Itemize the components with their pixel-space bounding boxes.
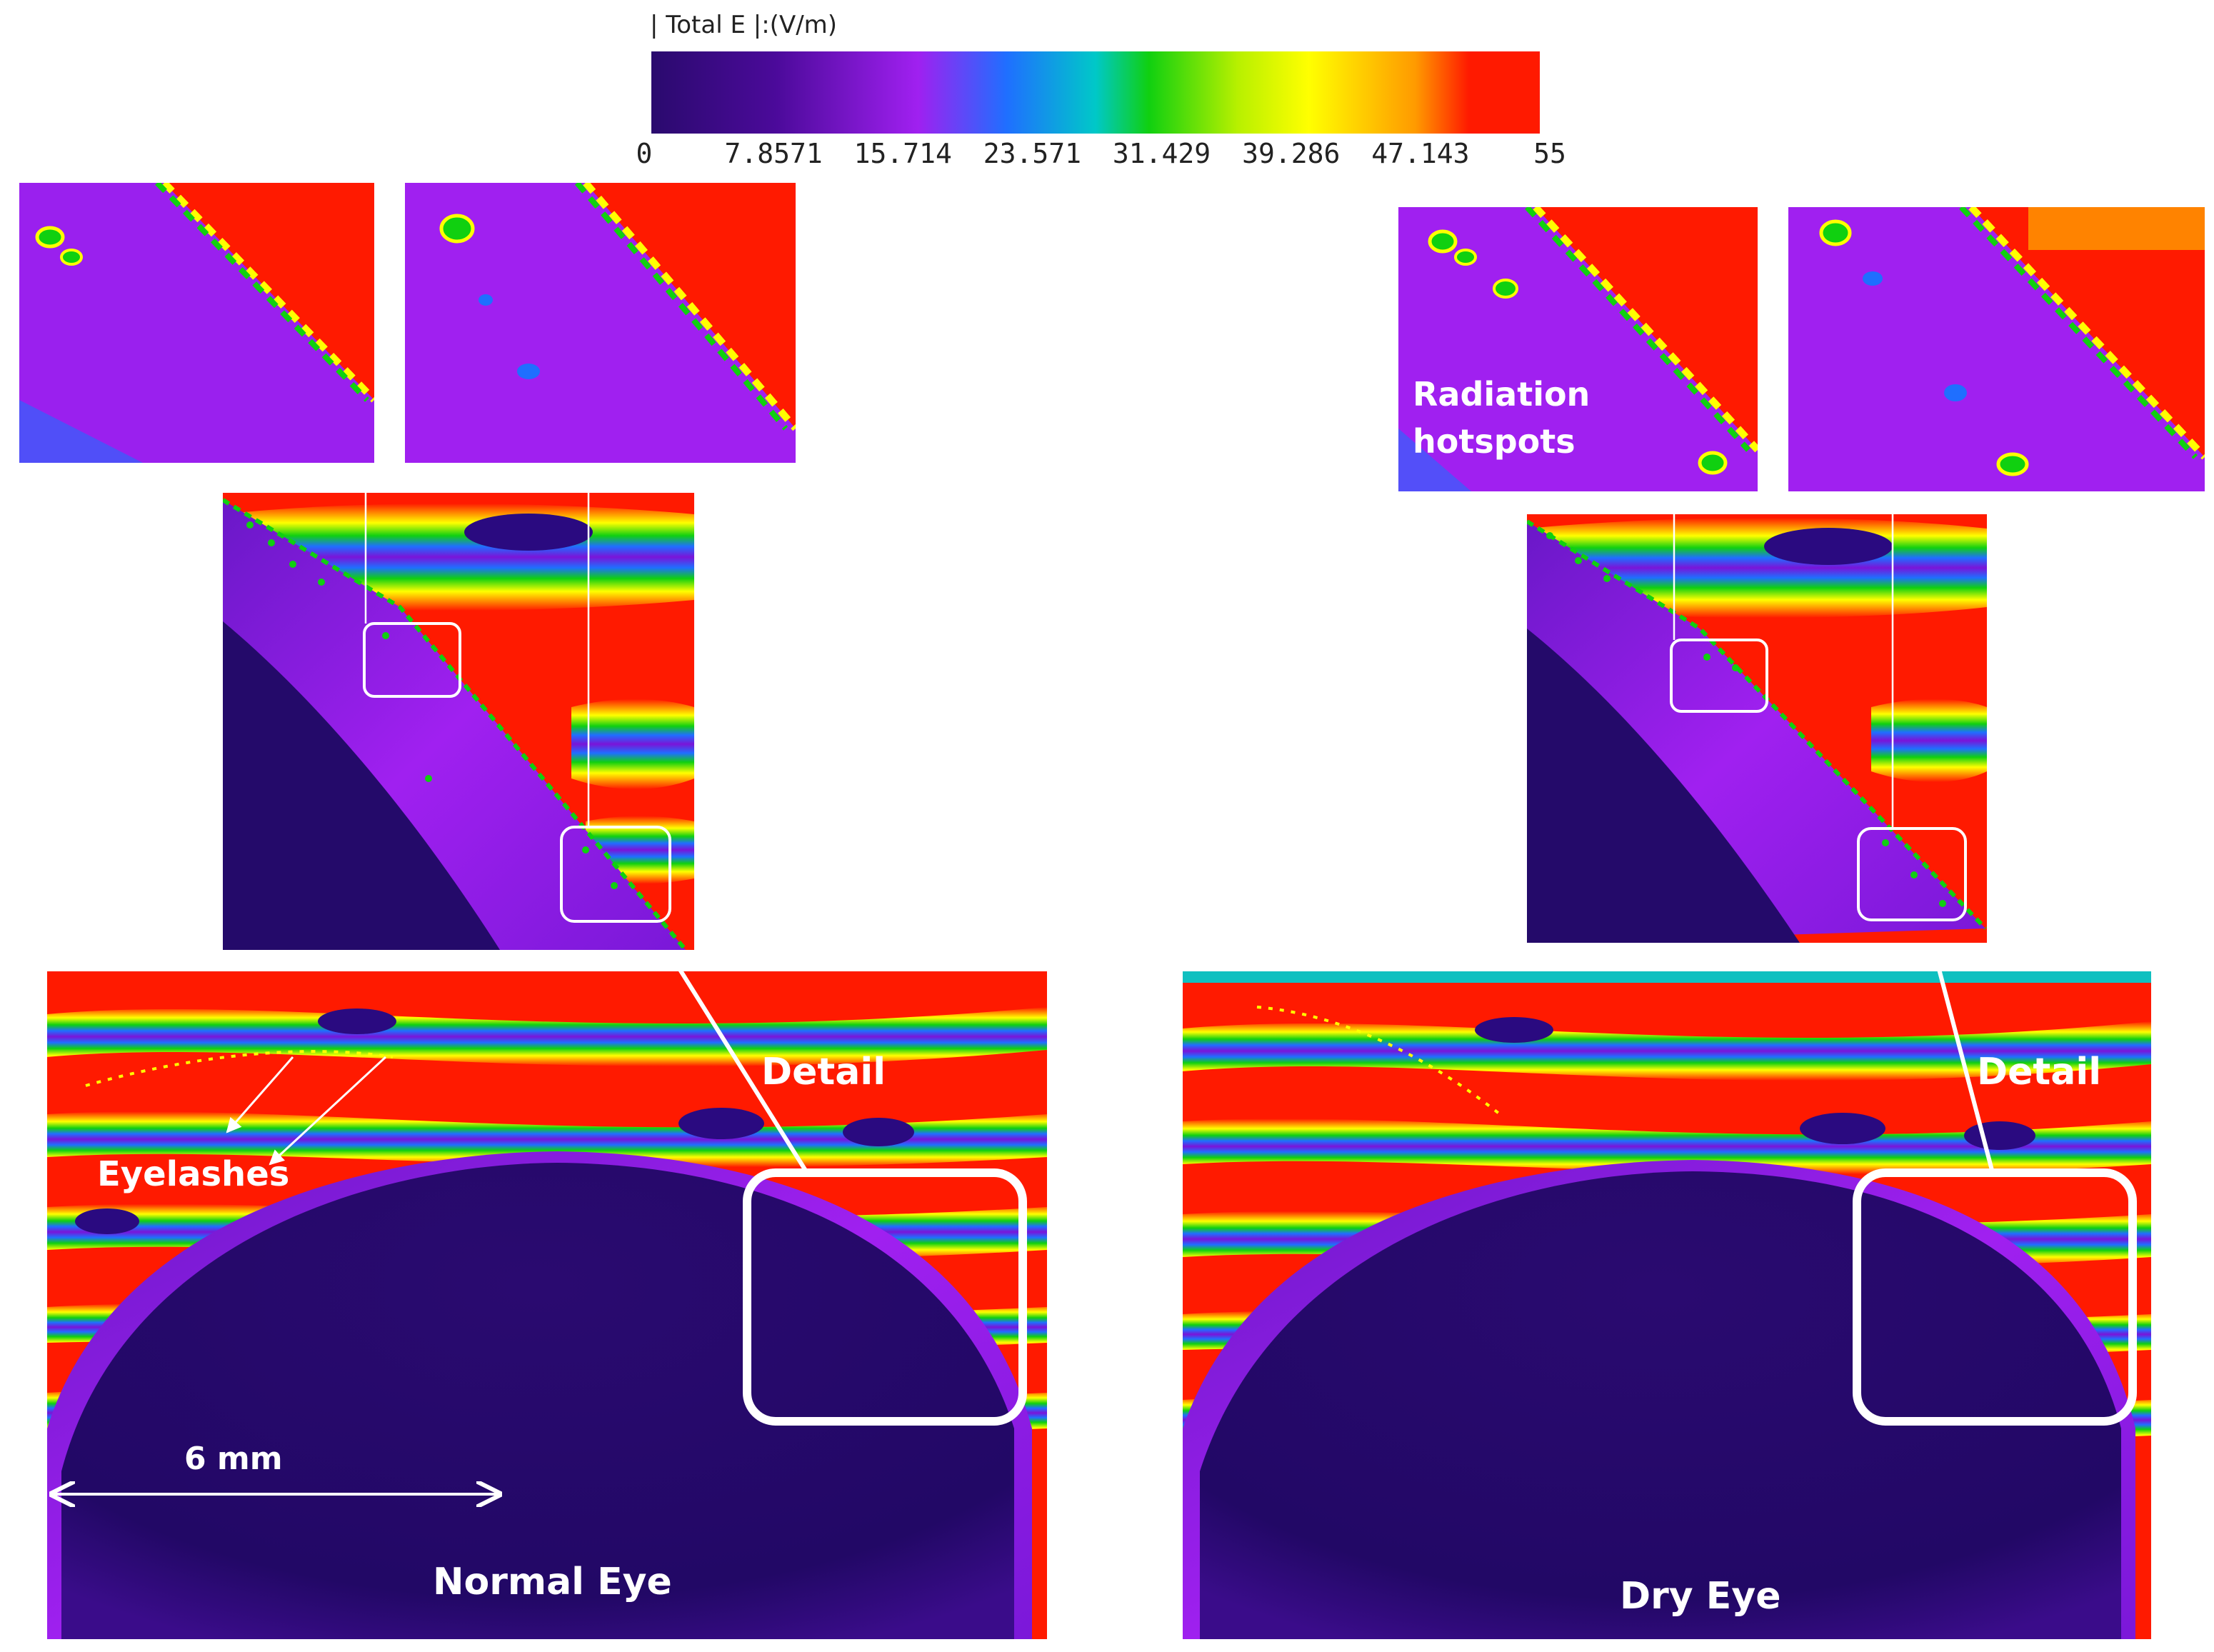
- normal-eye-panel: [47, 971, 1047, 1639]
- colorbar-gradient: [651, 51, 1540, 134]
- normal-zoom-tile-2: [405, 183, 796, 463]
- dry-zoom-box-lower: [1857, 827, 1967, 921]
- eyelash-arrow-1: [226, 1056, 294, 1133]
- normal-zoom-box-upper: [363, 622, 461, 698]
- normal-eyeball: [61, 1163, 1014, 1639]
- normal-zoom-box-lower: [560, 826, 671, 923]
- dry-detail-frame: [1853, 1168, 2137, 1426]
- colorbar-tick-label: 47.143: [1371, 138, 1469, 169]
- colorbar-tick-label: 39.286: [1242, 138, 1340, 169]
- dry-eye-title: Dry Eye: [1620, 1575, 1781, 1618]
- colorbar-title: | Total E |:(V/m): [650, 11, 837, 39]
- dry-zoom-box-upper: [1670, 639, 1768, 713]
- dry-zoom-tile-1: [1398, 207, 1758, 491]
- scale-bar-label: 6 mm: [184, 1441, 283, 1477]
- colorbar-tick-label: 55: [1533, 138, 1566, 169]
- dry-detail-label: Detail: [1977, 1051, 2101, 1093]
- dry-eyelashes-line: [1256, 1006, 1501, 1116]
- colorbar-tick-label: 23.571: [983, 138, 1081, 169]
- normal-detail-frame: [743, 1168, 1027, 1426]
- colorbar-tick-label: 31.429: [1113, 138, 1211, 169]
- dry-eyeball: [1200, 1171, 2121, 1639]
- eyelash-arrow-2: [269, 1056, 387, 1166]
- eyelashes-label: Eyelashes: [97, 1154, 289, 1194]
- colorbar: | Total E |:(V/m) 0 7.8571 15.714 23.571 31.…: [636, 11, 1566, 169]
- normal-eye-title: Normal Eye: [433, 1561, 672, 1603]
- colorbar-ticks: 0 7.8571 15.714 23.571 31.429 39.286 47.143 55: [636, 138, 1566, 169]
- colorbar-tick-label: 15.714: [854, 138, 952, 169]
- normal-middle-detail: [223, 493, 694, 950]
- normal-zoom-tile-1: [19, 183, 374, 463]
- hotspot-label-line1: Radiation: [1413, 375, 1590, 414]
- hotspot-label-line2: hotspots: [1413, 422, 1576, 461]
- dry-eye-panel: [1183, 971, 2151, 1639]
- dry-middle-detail: [1527, 514, 1987, 943]
- colorbar-tick-label: 0: [636, 138, 653, 169]
- dry-detail-connector: [1926, 928, 1995, 1173]
- normal-detail-label: Detail: [761, 1051, 886, 1093]
- dry-zoom-tile-2: [1788, 207, 2205, 491]
- colorbar-tick-label: 7.8571: [725, 138, 823, 169]
- normal-detail-connector: [652, 927, 809, 1174]
